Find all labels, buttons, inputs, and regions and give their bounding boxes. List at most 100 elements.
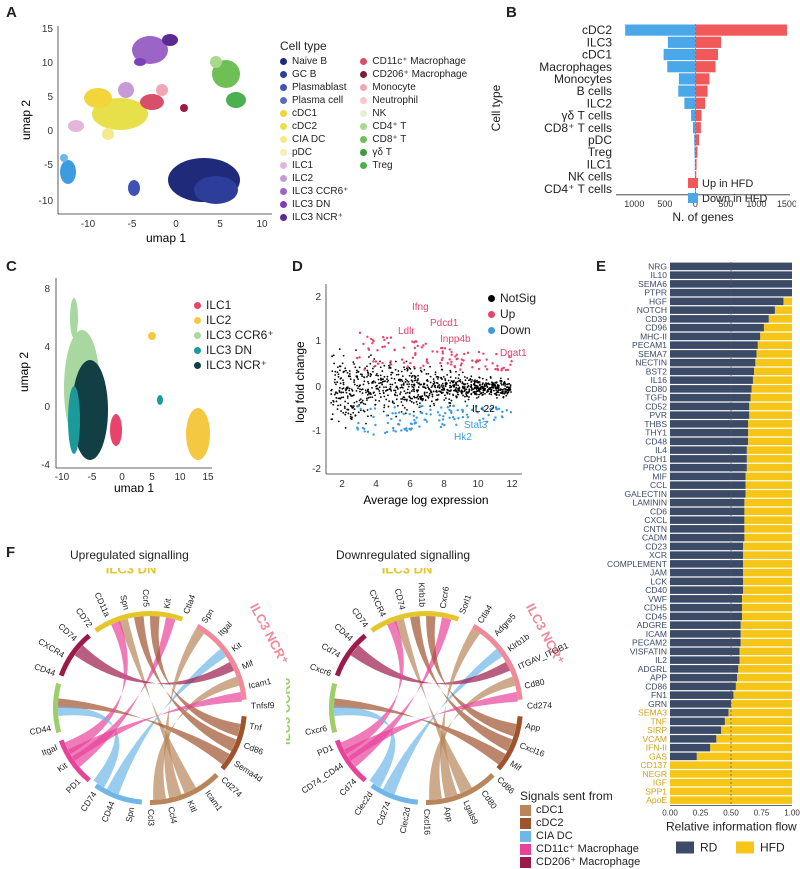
ma-point [380, 366, 382, 368]
legend-swatch [280, 136, 287, 143]
ma-point-down [467, 416, 469, 418]
ma-point [470, 375, 472, 377]
chord-gene-label: CD74 [350, 606, 371, 630]
ma-point-down [441, 423, 443, 425]
ma-point [375, 404, 377, 406]
ma-point [482, 378, 484, 380]
e-bar-rd [670, 385, 752, 393]
ma-point [411, 401, 413, 403]
ma-point [429, 393, 431, 395]
b-bar-down [691, 110, 695, 121]
ma-point [371, 382, 373, 384]
ma-point-up [495, 353, 497, 355]
ma-point [493, 387, 495, 389]
ma-point-up [415, 340, 417, 342]
ma-point-up [471, 360, 473, 362]
chord-gene-label: Kit [55, 760, 69, 774]
ma-point [489, 388, 491, 390]
ma-point [353, 394, 355, 396]
ma-point [433, 391, 435, 393]
ma-point [356, 372, 358, 374]
ma-point [394, 378, 396, 380]
legend-item: ILC3 CCR6⁺ [194, 328, 274, 343]
e-bar-rd [670, 508, 744, 516]
ma-point [352, 412, 354, 414]
chord-gene-label: Kitl [185, 799, 199, 814]
b-bar-down [693, 122, 695, 133]
ma-point-up [456, 354, 458, 356]
ma-point [439, 387, 441, 389]
ma-point [347, 403, 349, 405]
ma-point [342, 392, 344, 394]
e-bar-hfd [740, 648, 792, 656]
e-xtick: 0.75 [754, 809, 770, 818]
ma-point-down [466, 405, 468, 407]
e-bar-hfd [758, 341, 792, 349]
d-xtick: 2 [339, 479, 345, 490]
ma-point-up [387, 342, 389, 344]
ma-point [340, 382, 342, 384]
d-ytick: 2 [315, 292, 321, 303]
ma-point-up [412, 357, 414, 359]
ma-point [451, 400, 453, 402]
ma-point [442, 383, 444, 385]
ma-point [334, 382, 336, 384]
ma-point [406, 409, 408, 411]
legend-item: CD206⁺ Macrophage [520, 856, 640, 869]
ma-point [406, 380, 408, 382]
e-bar-hfd [754, 368, 792, 376]
ma-point-up [416, 345, 418, 347]
ma-point [429, 405, 431, 407]
ma-point [334, 394, 336, 396]
d-annot-hk2: Hk2 [454, 432, 472, 443]
ma-point [430, 376, 432, 378]
e-bar-rd [670, 341, 758, 349]
ma-point [435, 374, 437, 376]
ma-point [383, 396, 385, 398]
ma-point [367, 394, 369, 396]
d-annot-ldlr: Ldlr [398, 326, 415, 337]
legend-swatch [360, 71, 367, 78]
e-bar-rd [670, 516, 744, 524]
chord-gene-label: Cd74 [320, 641, 343, 660]
ma-point-up [413, 341, 415, 343]
ma-point [463, 387, 465, 389]
ma-point-up [441, 347, 443, 349]
ma-point [383, 404, 385, 406]
ma-point [371, 387, 373, 389]
legend-label: ILC3 DN [206, 343, 252, 358]
c-xtick: 15 [202, 472, 214, 483]
e-bar-hfd [746, 490, 792, 498]
ma-point [494, 382, 496, 384]
d-xtick: 6 [407, 479, 413, 490]
ma-point-up [384, 345, 386, 347]
ma-point [500, 382, 502, 384]
chord-gene-label: Cxcr6 [304, 723, 328, 737]
legend-label: Up [500, 306, 515, 322]
ma-point [356, 369, 358, 371]
chord-gene-label: Tnfsf9 [251, 700, 275, 711]
a-ytick: 15 [42, 24, 54, 35]
ma-point-down [395, 430, 397, 432]
ma-point [395, 416, 397, 418]
legend-item: Monocyte [360, 81, 467, 94]
ma-point-up [356, 357, 358, 359]
legend-label: CD11c⁺ Macrophage [372, 55, 465, 68]
chord-gene-label: Cd80 [523, 676, 545, 690]
ma-point [353, 405, 355, 407]
legend-item: ILC1 [194, 298, 274, 313]
e-legend-swatch [736, 842, 754, 854]
ma-point [435, 371, 437, 373]
ma-point-up [381, 362, 383, 364]
c-ytick: -4 [41, 460, 50, 471]
ma-point [400, 391, 402, 393]
ma-point [420, 396, 422, 398]
ma-point [462, 395, 464, 397]
ma-point [504, 390, 506, 392]
legend-label: Naive B [292, 55, 327, 68]
ma-point [428, 373, 430, 375]
ma-point-down [466, 413, 468, 415]
ma-point-down [495, 408, 497, 410]
legend-swatch [360, 84, 367, 91]
chord-gene-label: PD1 [64, 776, 83, 795]
